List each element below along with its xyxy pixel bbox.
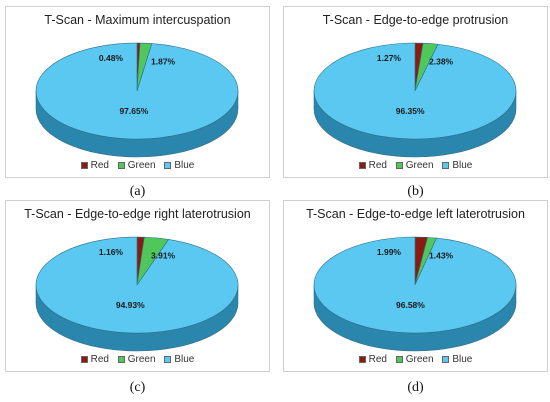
pie-chart-d: 1.99% 1.43% 96.58%: [313, 236, 517, 352]
legend: Red Green Blue: [6, 354, 269, 365]
legend-swatch-blue: [164, 356, 172, 363]
pie-chart-a: 0.48% 1.87% 97.65%: [35, 42, 239, 158]
legend: Red Green Blue: [284, 354, 547, 365]
data-label-red: 1.16%: [99, 247, 124, 257]
pie-slice-blue: [313, 236, 517, 334]
chart-panel-a: T-Scan - Maximum intercuspation 0.48% 1.8…: [5, 6, 270, 178]
legend: Red Green Blue: [6, 160, 269, 171]
legend-label: Blue: [452, 160, 473, 171]
legend-swatch-green: [117, 162, 125, 169]
data-label-red: 0.48%: [99, 53, 124, 63]
legend-swatch-green: [395, 356, 403, 363]
chart-title: T-Scan - Edge-to-edge left laterotrusion: [306, 207, 525, 221]
caption-a: (a): [129, 184, 146, 199]
legend-swatch-green: [117, 356, 125, 363]
pie-data-labels: 1.16% 3.91% 94.93%: [99, 247, 176, 310]
caption-b: (b): [407, 184, 424, 199]
legend-item-blue: Blue: [442, 354, 472, 365]
legend-swatch-blue: [442, 356, 450, 363]
legend: Red Green Blue: [284, 160, 547, 171]
legend-label: Blue: [452, 354, 473, 365]
chart-title: T-Scan - Maximum intercuspation: [44, 13, 231, 27]
legend-label: Green: [405, 354, 434, 365]
chart-title: T-Scan - Edge-to-edge protrusion: [322, 13, 509, 27]
legend-swatch-blue: [164, 162, 172, 169]
data-label-red: 1.27%: [377, 53, 402, 63]
legend-swatch-red: [80, 356, 88, 363]
pie-slice-blue: [35, 236, 239, 334]
legend-label: Green: [405, 160, 434, 171]
legend-label: Blue: [174, 354, 195, 365]
legend-label: Red: [368, 160, 387, 171]
legend-swatch-red: [358, 162, 366, 169]
data-label-blue: 97.65%: [119, 106, 148, 116]
data-label-blue: 96.35%: [396, 106, 425, 116]
caption-d: (d): [407, 380, 424, 395]
data-label-green: 2.38%: [429, 57, 454, 67]
chart-panel-b: T-Scan - Edge-to-edge protrusion 1.27% 2.…: [283, 6, 548, 178]
legend-item-blue: Blue: [442, 160, 472, 171]
data-label-green: 3.91%: [151, 251, 176, 261]
chart-title: T-Scan - Edge-to-edge right laterotrusio…: [24, 207, 251, 221]
data-label-green: 1.43%: [429, 251, 454, 261]
legend-item-green: Green: [117, 160, 156, 171]
pie-chart-c: 1.16% 3.91% 94.93%: [35, 236, 239, 352]
legend-swatch-blue: [442, 162, 450, 169]
legend-item-red: Red: [358, 354, 387, 365]
legend-label: Blue: [174, 160, 195, 171]
data-label-green: 1.87%: [151, 57, 176, 67]
legend-label: Green: [127, 160, 156, 171]
pie-chart-b: 1.27% 2.38% 96.35%: [313, 42, 517, 158]
chart-panel-c: T-Scan - Edge-to-edge right laterotrusio…: [5, 200, 270, 372]
legend-label: Red: [90, 354, 109, 365]
data-label-red: 1.99%: [377, 247, 402, 257]
legend-item-red: Red: [80, 354, 109, 365]
legend-swatch-red: [80, 162, 88, 169]
pie-top: [313, 42, 517, 140]
caption-c: (c): [129, 380, 146, 395]
legend-swatch-red: [358, 356, 366, 363]
data-label-blue: 94.93%: [116, 300, 145, 310]
legend-swatch-green: [395, 162, 403, 169]
pie-slice-blue: [313, 42, 517, 140]
pie-top: [35, 236, 239, 334]
pie-data-labels: 1.27% 2.38% 96.35%: [377, 53, 454, 116]
legend-label: Green: [127, 354, 156, 365]
pie-top: [313, 236, 517, 334]
pie-top: [35, 42, 239, 140]
legend-item-red: Red: [358, 160, 387, 171]
pie-data-labels: 1.99% 1.43% 96.58%: [377, 247, 454, 310]
legend-label: Red: [368, 354, 387, 365]
data-label-blue: 96.58%: [396, 300, 425, 310]
legend-item-red: Red: [80, 160, 109, 171]
legend-item-green: Green: [117, 354, 156, 365]
legend-label: Red: [90, 160, 109, 171]
legend-item-green: Green: [395, 354, 434, 365]
chart-panel-d: T-Scan - Edge-to-edge left laterotrusion…: [283, 200, 548, 372]
pie-data-labels: 0.48% 1.87% 97.65%: [99, 53, 176, 116]
pie-slice-blue: [35, 42, 239, 140]
legend-item-blue: Blue: [164, 160, 194, 171]
legend-item-blue: Blue: [164, 354, 194, 365]
legend-item-green: Green: [395, 160, 434, 171]
